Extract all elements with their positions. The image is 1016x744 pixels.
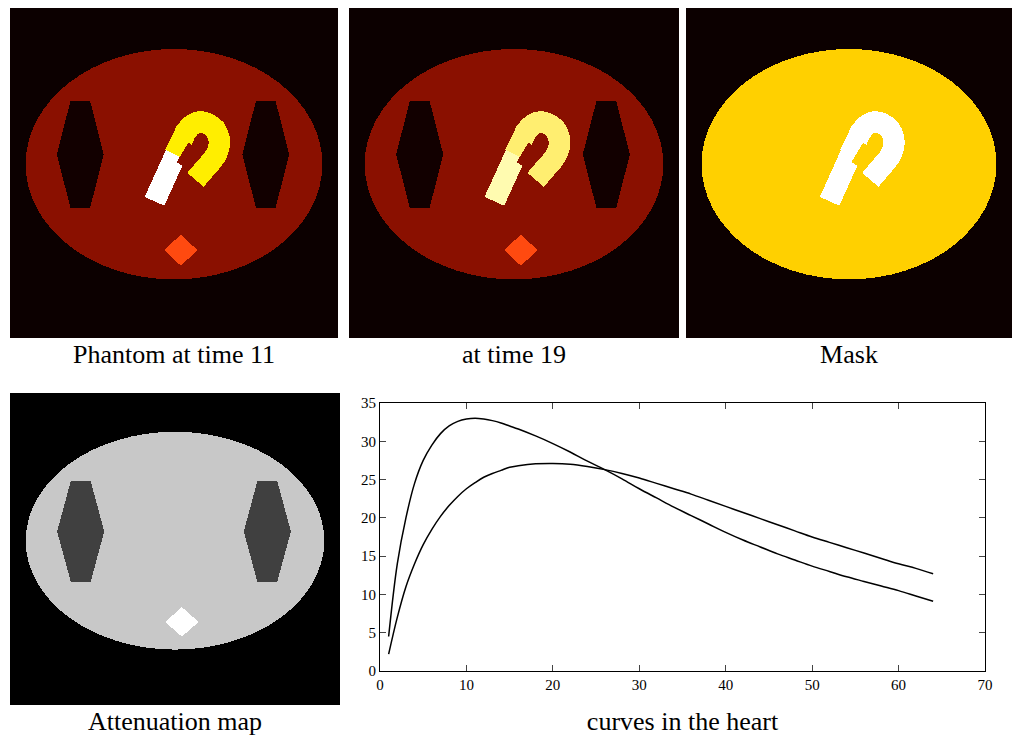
svg-text:20: 20: [545, 677, 560, 693]
svg-text:40: 40: [718, 677, 733, 693]
svg-text:15: 15: [361, 548, 376, 564]
svg-text:30: 30: [632, 677, 647, 693]
svg-text:35: 35: [361, 395, 376, 411]
svg-text:30: 30: [361, 434, 376, 450]
html-text:Mask: Mask: [820, 340, 878, 369]
svg-text:60: 60: [891, 677, 906, 693]
svg-text:10: 10: [459, 677, 474, 693]
svg-text:0: 0: [369, 663, 377, 679]
svg-text:10: 10: [361, 587, 376, 603]
html-text:curves in the heart: curves in the heart: [586, 707, 779, 736]
svg-text:0: 0: [376, 677, 384, 693]
html-text:at time 19: at time 19: [462, 340, 566, 369]
svg-text:5: 5: [369, 625, 377, 641]
svg-text:50: 50: [805, 677, 820, 693]
svg-text:70: 70: [978, 677, 993, 693]
html-text:Phantom at time 11: Phantom at time 11: [73, 340, 275, 369]
svg-text:20: 20: [361, 510, 376, 526]
html-text:Attenuation map: Attenuation map: [88, 707, 262, 736]
svg-text:25: 25: [361, 472, 376, 488]
